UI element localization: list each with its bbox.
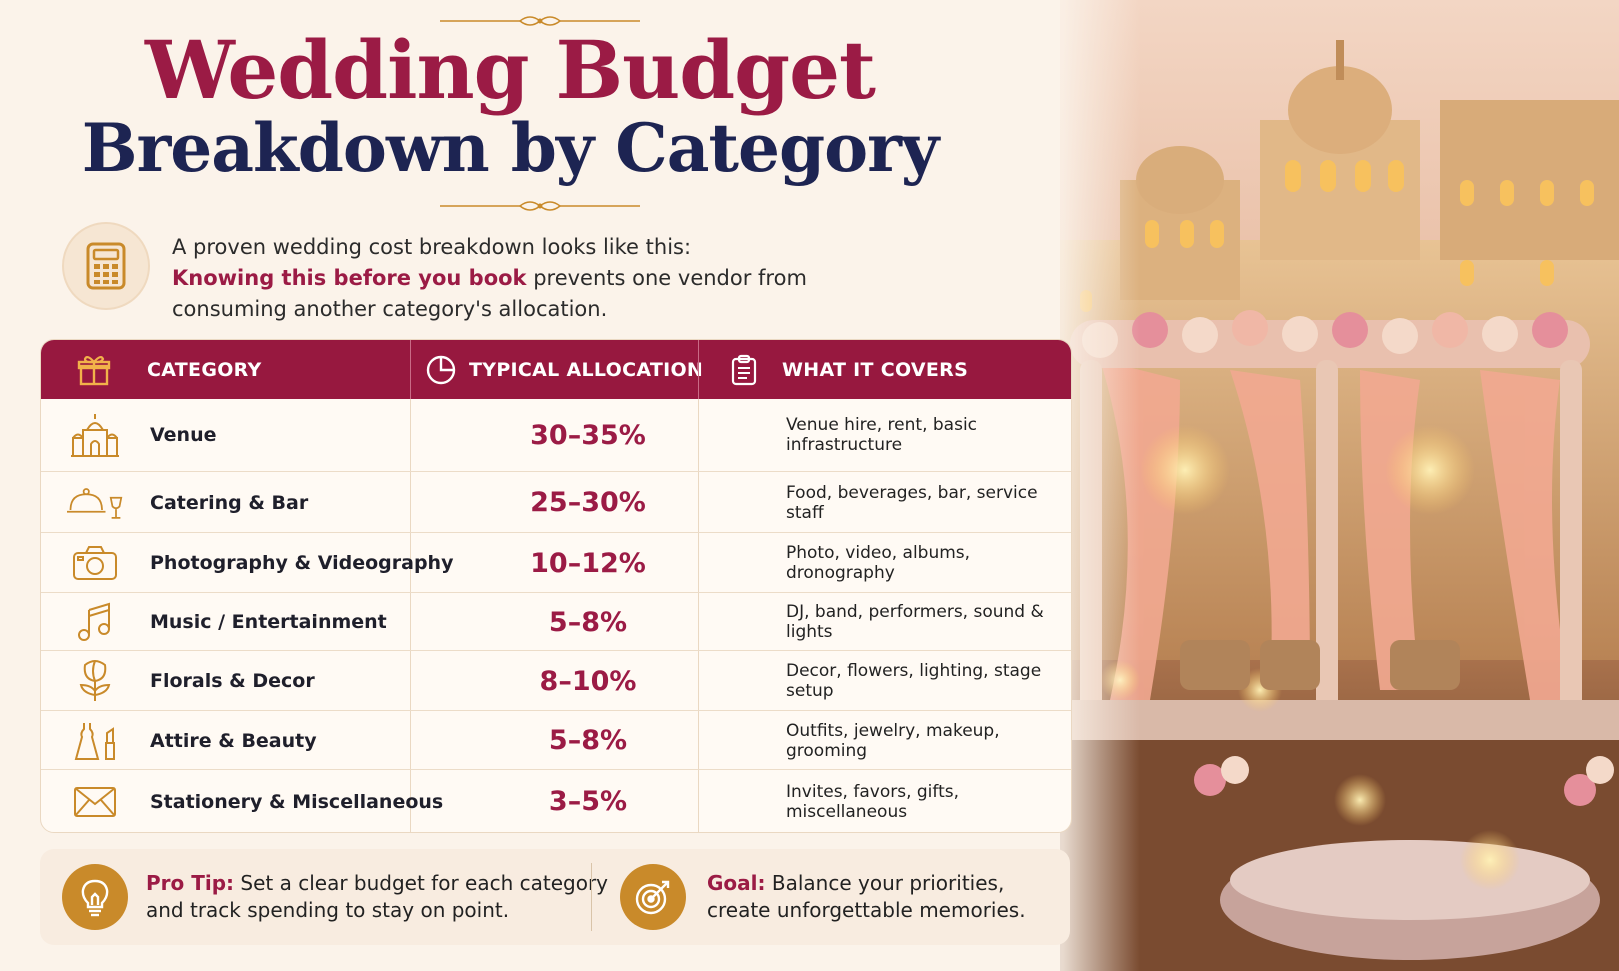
table-row: Photography & Videography 10–12% Photo, … bbox=[41, 532, 1071, 593]
row-category: Music / Entertainment bbox=[150, 611, 387, 633]
tips-panel: Pro Tip: Set a clear budget for each cat… bbox=[40, 849, 1070, 945]
column-divider bbox=[410, 399, 411, 832]
music-note-icon bbox=[67, 593, 123, 651]
row-covers: Decor, flowers, lighting, stage setup bbox=[786, 661, 1042, 701]
goal-text: Goal: Balance your priorities, create un… bbox=[707, 870, 1026, 924]
pie-chart-icon bbox=[425, 340, 457, 399]
header-allocation: TYPICAL ALLOCATION bbox=[469, 358, 704, 381]
tips-divider bbox=[591, 863, 592, 931]
camera-icon bbox=[67, 533, 123, 593]
intro-highlight: Knowing this before you book bbox=[172, 266, 527, 290]
row-allocation: 10–12% bbox=[530, 547, 646, 579]
intro-line-1: A proven wedding cost breakdown looks li… bbox=[172, 235, 692, 259]
goal-line-1: Balance your priorities, bbox=[765, 871, 1005, 895]
cloche-glass-icon bbox=[67, 472, 123, 533]
row-covers: Photo, video, albums, dronography bbox=[786, 543, 971, 583]
title-line-2: Breakdown by Category bbox=[81, 109, 940, 187]
budget-table: CATEGORY TYPICAL ALLOCATION WHAT IT COVE… bbox=[40, 339, 1072, 833]
pro-tip-text: Pro Tip: Set a clear budget for each cat… bbox=[146, 870, 608, 924]
gift-icon bbox=[77, 340, 111, 399]
row-category: Photography & Videography bbox=[150, 552, 454, 574]
table-row: Music / Entertainment 5–8% DJ, band, per… bbox=[41, 592, 1071, 651]
column-divider bbox=[698, 399, 699, 832]
row-category: Florals & Decor bbox=[150, 670, 315, 692]
row-allocation: 25–30% bbox=[530, 487, 646, 518]
table-row: Florals & Decor 8–10% Decor, flowers, li… bbox=[41, 650, 1071, 711]
palace-icon bbox=[67, 399, 123, 471]
bottom-ornament bbox=[440, 201, 640, 211]
row-category: Stationery & Miscellaneous bbox=[150, 790, 444, 813]
row-covers: Venue hire, rent, basic infrastructure bbox=[786, 415, 978, 455]
row-covers: Invites, favors, gifts, miscellaneous bbox=[786, 781, 960, 822]
header-divider bbox=[698, 340, 699, 399]
header-category: CATEGORY bbox=[147, 358, 262, 381]
row-allocation: 5–8% bbox=[548, 606, 628, 638]
row-allocation: 30–35% bbox=[530, 419, 646, 451]
table-header: CATEGORY TYPICAL ALLOCATION WHAT IT COVE… bbox=[41, 340, 1071, 399]
row-category: Attire & Beauty bbox=[150, 729, 317, 752]
header-covers: WHAT IT COVERS bbox=[782, 358, 969, 381]
row-allocation: 5–8% bbox=[548, 725, 628, 756]
lightbulb-icon bbox=[62, 864, 128, 930]
pro-tip-line-1: Set a clear budget for each category bbox=[234, 871, 609, 895]
intro-line-2: Knowing this before you book prevents on… bbox=[172, 263, 892, 294]
row-covers: Outfits, jewelry, makeup, grooming bbox=[786, 720, 1000, 761]
row-category: Venue bbox=[150, 424, 217, 446]
calculator-icon bbox=[62, 222, 150, 310]
flower-icon bbox=[67, 651, 123, 711]
row-allocation: 8–10% bbox=[539, 665, 637, 697]
top-ornament bbox=[440, 16, 640, 26]
clipboard-icon bbox=[731, 340, 757, 399]
table-row: Stationery & Miscellaneous 3–5% Invites,… bbox=[41, 769, 1071, 832]
intro-line-2-rest: prevents one vendor from bbox=[526, 266, 807, 290]
row-allocation: 3–5% bbox=[548, 786, 628, 817]
title-line-1: Wedding Budget bbox=[145, 23, 876, 117]
dress-lipstick-icon bbox=[67, 711, 123, 770]
intro-line-3: consuming another category's allocation. bbox=[172, 297, 608, 321]
venue-photo bbox=[1060, 0, 1619, 971]
pro-tip-line-2: and track spending to stay on point. bbox=[146, 898, 510, 922]
envelope-icon bbox=[67, 770, 123, 832]
pro-tip-label: Pro Tip: bbox=[146, 871, 235, 895]
table-row: Venue 30–35% Venue hire, rent, basic inf… bbox=[41, 399, 1071, 471]
table-row: Attire & Beauty 5–8% Outfits, jewelry, m… bbox=[41, 710, 1071, 770]
row-covers: DJ, band, performers, sound & lights bbox=[786, 602, 1044, 642]
row-category: Catering & Bar bbox=[150, 491, 309, 514]
goal-label: Goal: bbox=[707, 871, 766, 895]
target-icon bbox=[620, 864, 686, 930]
table-row: Catering & Bar 25–30% Food, beverages, b… bbox=[41, 471, 1071, 533]
intro-text: A proven wedding cost breakdown looks li… bbox=[172, 232, 892, 325]
header-divider bbox=[410, 340, 411, 399]
row-covers: Food, beverages, bar, service staff bbox=[786, 482, 1038, 523]
goal-line-2: create unforgettable memories. bbox=[707, 898, 1026, 922]
